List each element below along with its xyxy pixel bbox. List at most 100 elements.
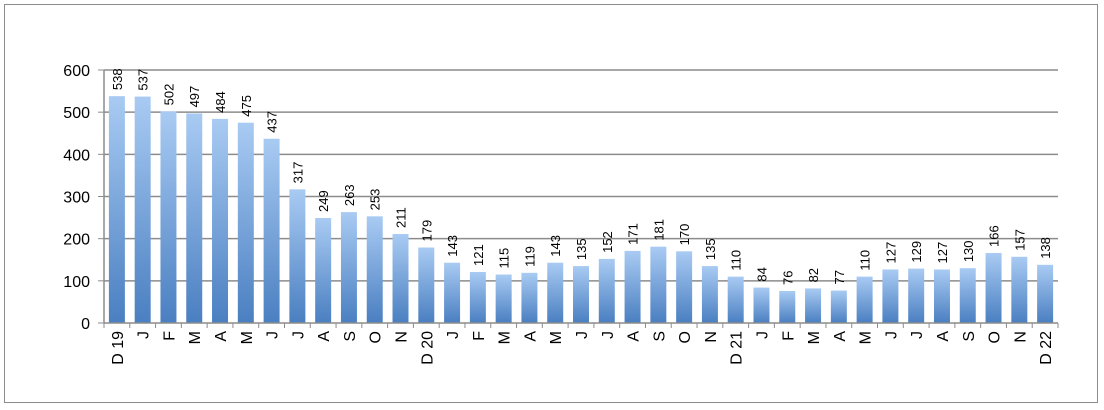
- bar: [108, 96, 125, 323]
- data-label: 127: [935, 242, 950, 264]
- bar: [624, 250, 641, 323]
- data-label: 135: [574, 238, 589, 260]
- data-label: 475: [239, 95, 254, 117]
- y-tick-label: 600: [63, 63, 90, 80]
- x-tick-label: M: [806, 331, 823, 344]
- y-tick-label: 500: [63, 105, 90, 122]
- x-tick-label: O: [368, 331, 385, 343]
- bar: [933, 269, 950, 323]
- x-tick-label: J: [136, 331, 153, 339]
- bar: [521, 272, 538, 323]
- bar: [160, 111, 177, 323]
- bar: [985, 253, 1002, 323]
- bar: [186, 113, 203, 323]
- x-tick-label: J: [883, 331, 900, 339]
- x-tick-label: D 19: [110, 331, 127, 365]
- data-label: 537: [136, 69, 151, 91]
- data-label: 143: [445, 235, 460, 257]
- x-tick-label: D 20: [419, 331, 436, 365]
- data-label: 110: [729, 250, 744, 271]
- axes: [103, 70, 1058, 324]
- data-label: 317: [290, 162, 305, 184]
- x-tick-label: M: [858, 331, 875, 344]
- data-label: 130: [961, 240, 976, 262]
- bar: [959, 268, 976, 323]
- data-label: 129: [909, 241, 924, 263]
- bar: [779, 290, 796, 323]
- data-label: 84: [754, 267, 769, 281]
- x-tick-label: S: [961, 331, 978, 342]
- x-tick-label: F: [780, 331, 797, 341]
- bar: [830, 290, 847, 323]
- x-tick-label: A: [213, 331, 230, 342]
- data-label: 211: [394, 207, 409, 228]
- data-label: 152: [600, 231, 615, 253]
- data-label: 538: [110, 68, 125, 90]
- data-label: 181: [651, 219, 666, 241]
- data-label: 497: [187, 86, 202, 108]
- data-labels: 538 537 502 497 484 475 437 317 249 263 253 211 179 1…: [110, 68, 1053, 285]
- x-tick-label: F: [161, 331, 178, 341]
- y-tick-label: 300: [63, 190, 90, 207]
- bars: [108, 96, 1054, 323]
- x-tick-label: A: [626, 331, 643, 342]
- x-tick-label: M: [187, 331, 204, 344]
- data-label: 138: [1038, 237, 1053, 259]
- x-tick-label: A: [935, 331, 952, 342]
- x-tick-label: F: [471, 331, 488, 341]
- bar: [650, 246, 667, 323]
- bar: [1037, 264, 1054, 323]
- y-tick-labels: 0 100 200 300 400 500 600: [63, 63, 90, 333]
- x-tick-label: J: [909, 331, 926, 339]
- y-tick-label: 0: [81, 316, 90, 333]
- bar: [856, 276, 873, 323]
- x-tick-label: S: [651, 331, 668, 342]
- bar: [1011, 256, 1028, 323]
- x-tick-label: N: [394, 331, 411, 343]
- bar: [547, 262, 564, 323]
- data-label: 253: [368, 189, 383, 211]
- data-label: 437: [265, 111, 280, 133]
- bar: [573, 266, 589, 323]
- x-tick-label: A: [832, 331, 849, 342]
- data-label: 157: [1012, 229, 1027, 251]
- x-tick-label: M: [497, 331, 514, 344]
- data-label: 110: [858, 250, 873, 271]
- bar: [495, 274, 512, 323]
- x-tick-label: A: [316, 331, 333, 342]
- data-label: 166: [987, 225, 1002, 247]
- data-label: 76: [780, 270, 795, 284]
- x-tick-label: S: [342, 331, 359, 342]
- data-label: 115: [497, 248, 512, 269]
- x-tick-labels: D 19 J F M A M J J A S O N D 20 J F M A M J J A S O N D 21 J F M A M J…: [103, 323, 1059, 365]
- bar: [212, 118, 229, 323]
- data-label: 484: [213, 91, 228, 113]
- bar: [418, 247, 435, 323]
- data-label: 82: [806, 268, 821, 282]
- bar: [598, 258, 615, 323]
- y-tick-label: 100: [63, 274, 90, 291]
- x-tick-label: O: [987, 331, 1004, 343]
- data-label: 179: [419, 220, 434, 242]
- x-tick-label: J: [445, 331, 462, 339]
- x-tick-label: J: [290, 331, 307, 339]
- x-tick-label: J: [574, 331, 591, 339]
- data-label: 171: [626, 223, 641, 245]
- data-label: 135: [703, 238, 718, 260]
- data-label: 77: [832, 270, 847, 284]
- data-label: 119: [522, 246, 537, 267]
- bar: [263, 138, 280, 323]
- x-tick-label: D 22: [1038, 331, 1055, 365]
- bar: [366, 216, 383, 323]
- bar: [134, 96, 151, 323]
- x-tick-label: N: [703, 331, 720, 343]
- x-tick-label: J: [754, 331, 771, 339]
- data-label: 249: [316, 190, 331, 212]
- x-tick-label: N: [1012, 331, 1029, 343]
- x-tick-label: O: [677, 331, 694, 343]
- bar: [392, 234, 409, 323]
- y-tick-label: 400: [63, 147, 90, 164]
- x-tick-label: M: [548, 331, 565, 344]
- bar: [289, 189, 306, 323]
